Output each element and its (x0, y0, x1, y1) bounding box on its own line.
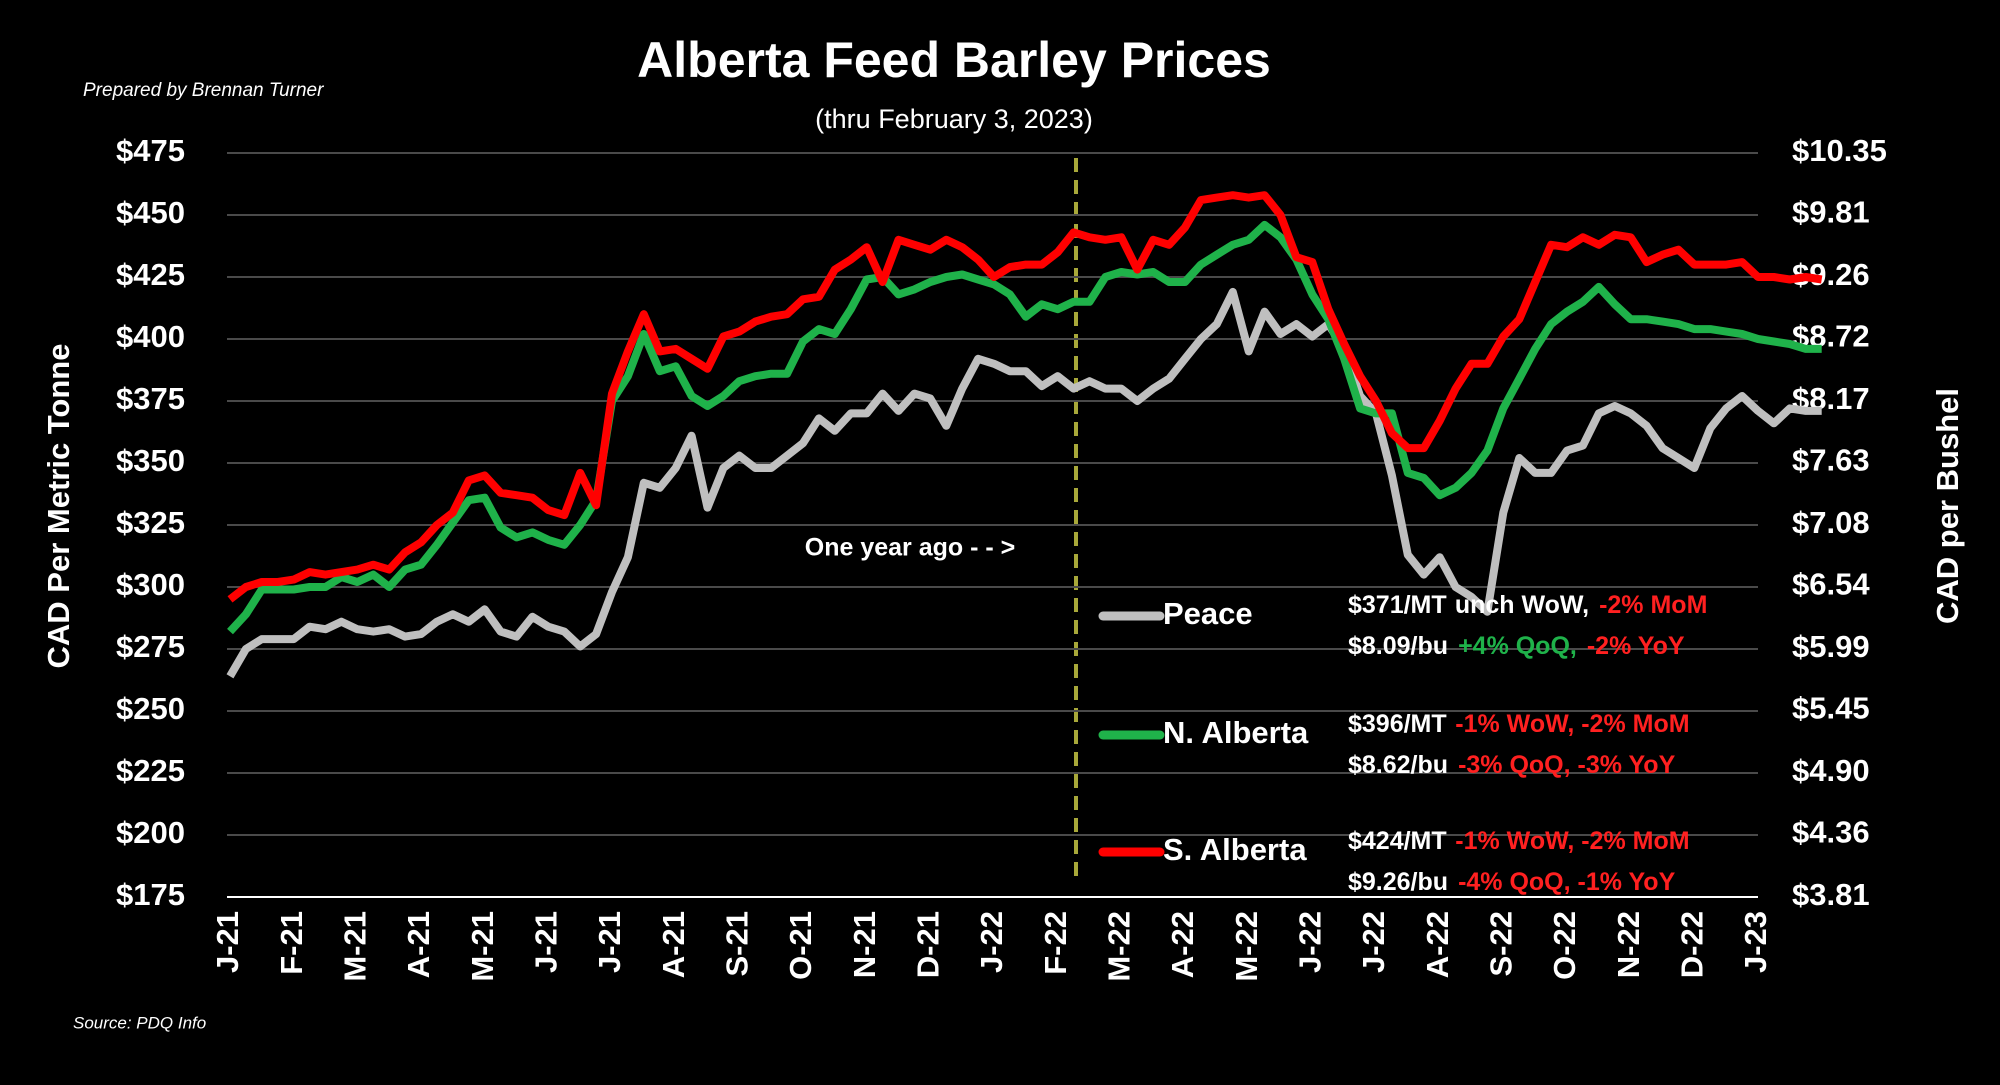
x-tick-label: J-22 (1356, 911, 1391, 973)
chart-title: Alberta Feed Barley Prices (637, 32, 1271, 88)
stat-segment: -4% QoQ, -1% YoY (1458, 868, 1676, 896)
stat-segment: -1% WoW, -2% MoM (1455, 710, 1689, 738)
y2-tick-label: $7.08 (1792, 505, 1870, 540)
y-tick-label: $450 (116, 195, 185, 230)
y-tick-label: $300 (116, 567, 185, 602)
y2-tick-label: $3.81 (1792, 877, 1870, 912)
x-tick-label: F-22 (1038, 911, 1073, 975)
x-tick-label: S-22 (1484, 911, 1519, 976)
x-tick-label: J-22 (974, 911, 1009, 973)
y-tick-label: $350 (116, 443, 185, 478)
stat-segment: -3% QoQ, -3% YoY (1458, 751, 1676, 779)
y-tick-label: $375 (116, 381, 185, 416)
chart-subtitle: (thru February 3, 2023) (815, 104, 1093, 134)
x-tick-label: D-22 (1675, 911, 1710, 978)
y-tick-label: $225 (116, 753, 185, 788)
credit: Prepared by Brennan Turner (83, 80, 324, 101)
y2-tick-label: $5.45 (1792, 691, 1870, 726)
stat-segment: unch WoW, (1455, 591, 1589, 619)
series-line (227, 191, 1823, 603)
x-tick-label: A-21 (656, 911, 691, 978)
legend-label: Peace (1163, 596, 1253, 631)
y2-axis-title: CAD per Bushel (1930, 388, 1965, 624)
legend-stat: $424/MT -1% WoW, -2% MoM (1348, 827, 1690, 855)
stat-segment: $9.26/bu (1348, 868, 1448, 896)
x-tick-label: A-22 (1165, 911, 1200, 978)
x-tick-label: N-22 (1611, 911, 1646, 978)
stat-segment: -2% YoY (1587, 632, 1685, 660)
x-tick-label: S-21 (720, 911, 755, 976)
stat-segment: $396/MT (1348, 710, 1446, 738)
legend: Peace $371/MT unch WoW, -2% MoM $8.09/bu +4% … (1098, 591, 1707, 896)
x-tick-label: D-21 (911, 911, 946, 978)
x-tick-label: M-21 (338, 911, 373, 982)
y2-tick-label: $7.63 (1792, 443, 1870, 478)
legend-stat: $9.26/bu -4% QoQ, -1% YoY (1348, 868, 1676, 896)
y-tick-label: $275 (116, 629, 185, 664)
x-tick-label: F-21 (274, 911, 309, 975)
y-tick-label: $325 (116, 505, 185, 540)
x-tick-label: J-22 (1293, 911, 1328, 973)
x-tick-label: O-22 (1547, 911, 1582, 980)
stat-segment: -2% MoM (1599, 591, 1707, 619)
y2-tick-label: $4.36 (1792, 815, 1870, 850)
annotation: One year ago - - > (805, 534, 1016, 562)
legend-stat: $371/MT unch WoW, -2% MoM (1348, 591, 1707, 619)
x-tick-label: A-22 (1420, 911, 1455, 978)
stat-segment: $371/MT (1348, 591, 1446, 619)
stat-segment: +4% QoQ, (1458, 632, 1577, 660)
y-axis-title: CAD Per Metric Tonne (41, 344, 76, 669)
y2-tick-label: $5.99 (1792, 629, 1870, 664)
y-tick-label: $475 (116, 133, 185, 168)
stat-segment: $424/MT (1348, 827, 1446, 855)
legend-label: S. Alberta (1163, 832, 1307, 867)
y2-tick-label: $4.90 (1792, 753, 1870, 788)
x-tick-label: N-21 (847, 911, 882, 978)
y2-tick-label: $10.35 (1792, 133, 1887, 168)
y-tick-label: $400 (116, 319, 185, 354)
x-tick-label: J-21 (592, 911, 627, 973)
x-tick-label: M-21 (465, 911, 500, 982)
legend-stat: $8.09/bu +4% QoQ, -2% YoY (1348, 632, 1685, 660)
x-tick-label: A-21 (401, 911, 436, 978)
y-tick-label: $425 (116, 257, 185, 292)
stat-segment: $8.62/bu (1348, 751, 1448, 779)
y-tick-label: $200 (116, 815, 185, 850)
grid: $175 $200 $225 $250 $275 $300 $325 $350 $375 $400… (116, 133, 1887, 981)
series-line (227, 220, 1822, 635)
x-tick-label: O-21 (783, 911, 818, 980)
legend-stat: $396/MT -1% WoW, -2% MoM (1348, 710, 1690, 738)
series-line (226, 287, 1822, 679)
y2-tick-label: $6.54 (1792, 567, 1870, 602)
source: Source: PDQ Info (73, 1013, 206, 1032)
x-tick-label: M-22 (1102, 911, 1137, 982)
y-tick-label: $250 (116, 691, 185, 726)
x-tick-label: J-23 (1738, 911, 1773, 973)
legend-stat: $8.62/bu -3% QoQ, -3% YoY (1348, 751, 1676, 779)
y-tick-label: $175 (116, 877, 185, 912)
stat-segment: $8.09/bu (1348, 632, 1448, 660)
x-tick-label: J-21 (529, 911, 564, 973)
y2-tick-label: $9.81 (1792, 195, 1870, 230)
x-tick-label: M-22 (1229, 911, 1264, 982)
lines (226, 191, 1823, 679)
stat-segment: -1% WoW, -2% MoM (1455, 827, 1689, 855)
x-tick-label: J-21 (210, 911, 245, 973)
legend-label: N. Alberta (1163, 715, 1309, 750)
